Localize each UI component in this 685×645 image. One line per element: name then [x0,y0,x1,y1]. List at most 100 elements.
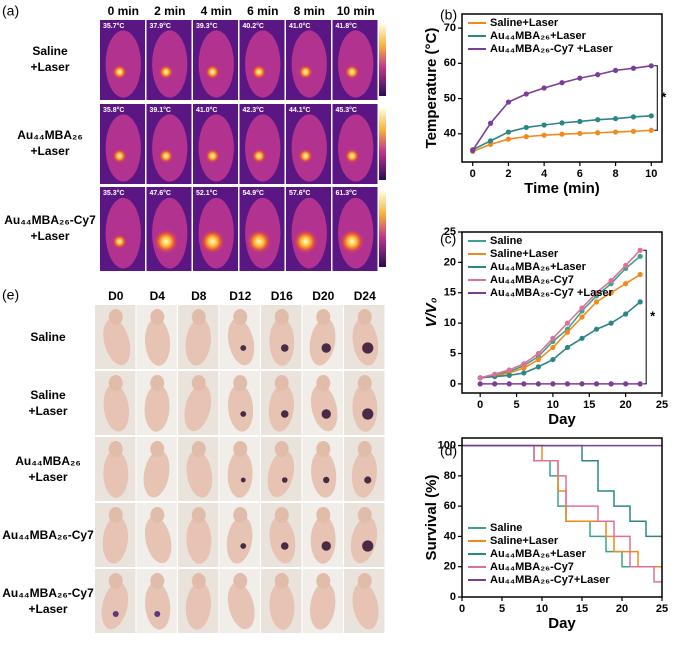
photo-column-label: D12 [229,289,251,303]
mouse-body [227,582,255,630]
x-tick-label: 20 [616,603,628,615]
data-point [637,381,643,387]
significance-mark: * [650,308,656,323]
y-axis-label: V/V₀ [423,297,440,327]
mouse-head [150,507,165,523]
x-tick-label: 5 [499,603,505,615]
tumor [321,541,331,551]
data-point [564,320,571,326]
mouse-head [150,573,165,589]
thermal-temperature: 41.0°C [289,22,310,30]
data-point [612,67,619,73]
survival-step [462,444,662,538]
mouse-body [269,318,295,366]
y-axis-label: Temperature (°C) [423,28,440,149]
photo-column-label: D16 [271,289,293,303]
legend-label: Saline [490,235,522,247]
data-point [521,370,527,376]
thermal-row-label: +Laser [30,60,69,74]
tumor [321,343,331,353]
thermal-hotspot [205,149,220,163]
plot-frame [461,13,663,163]
data-point [505,129,512,135]
photo-row-label: +Laser [28,470,67,484]
y-tick-label: 0 [450,591,456,603]
legend-label: Au₄₄MBA₂₆-Cy7 [490,561,574,573]
data-point [506,367,512,373]
data-point [595,130,601,136]
data-point [541,132,547,138]
tumor [154,611,161,617]
x-tick-label: 20 [620,399,632,411]
thermal-temperature: 35.8°C [103,106,124,114]
mouse-body [186,450,213,498]
data-point [492,371,498,377]
x-tick-label: 0 [477,399,483,411]
significance-bracket [643,249,647,385]
thermal-body [245,30,281,98]
mouse-head [316,441,331,457]
data-point [593,299,600,305]
data-point [637,247,643,253]
data-point [523,91,529,97]
x-tick-label: 10 [536,603,548,615]
mouse-body [310,516,336,564]
legend-label: Saline [490,522,522,534]
mouse-body [352,318,379,366]
mouse-body [352,384,378,432]
photo-row-label: +Laser [28,404,67,418]
thermal-temperature: 41.0°C [196,106,217,114]
photo-row-label: +Laser [28,602,67,616]
tumor [112,611,119,617]
data-point [535,350,541,357]
mouse-head [233,441,248,457]
photo-row-label: Saline [30,388,66,402]
data-point [593,381,600,387]
data-point [579,314,585,320]
mouse-head [357,441,372,457]
y-tick-label: 5 [450,347,456,359]
data-point [579,335,585,341]
panel-label: (e) [2,287,19,303]
mouse-head [191,573,206,589]
mouse-head [274,573,289,589]
tumor [280,542,289,550]
x-tick-label: 4 [541,168,548,180]
x-tick-label: 0 [459,603,465,615]
legend-label: Au₄₄MBA₂₆-Cy7 +Laser [490,43,613,55]
y-tick-label: 60 [444,57,456,69]
significance-bracket [654,65,658,131]
x-tick-label: 0 [470,168,476,180]
thermal-body [152,114,188,182]
mouse-head [150,441,165,457]
thermal-scale-bar [379,24,386,96]
thermal-body [105,30,141,98]
mouse-head [274,375,289,391]
mouse-body [352,582,379,630]
data-point [648,63,654,69]
mouse-head [233,573,248,589]
legend-label: Au₄₄MBA₂₆-Cy7+Laser [490,574,610,586]
mouse-head [233,375,248,391]
panel-label: (b) [440,7,457,23]
significance-mark: * [661,89,667,104]
data-point [608,381,614,387]
data-point [559,120,565,126]
tumor [240,345,247,351]
tumor [280,410,289,418]
photo-column-label: D4 [150,289,166,303]
panel-label: (a) [2,3,19,19]
data-point [577,75,583,81]
thermal-column-label: 2 min [154,4,185,18]
data-point [630,65,637,71]
x-tick-label: 15 [583,399,595,411]
y-tick-label: 20 [444,256,456,268]
thermal-temperature: 41.8°C [336,22,357,30]
y-tick-label: 40 [444,128,456,140]
mouse-body [103,384,130,432]
mouse-body [227,318,255,366]
thermal-body [291,30,327,98]
mouse-head [191,309,206,325]
data-point [487,138,494,144]
y-tick-label: 40 [444,530,456,542]
